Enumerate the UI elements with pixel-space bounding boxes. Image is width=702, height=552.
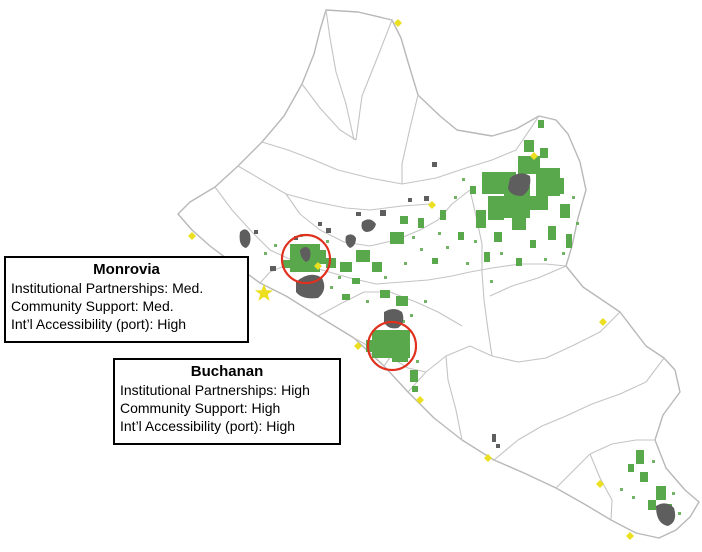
diamond-icon: [626, 532, 634, 540]
diamond-icon: [354, 342, 362, 350]
monrovia-title: Monrovia: [93, 261, 160, 278]
star-icon: [255, 284, 273, 301]
site-markers: [188, 19, 634, 540]
monrovia-community-support: Community Support: Med.: [11, 298, 174, 314]
diamond-icon: [314, 262, 322, 270]
diamond-icon: [188, 232, 196, 240]
buchanan-community-support: Community Support: High: [120, 400, 281, 416]
diamond-icon: [416, 396, 424, 404]
buchanan-highlight-circle: [366, 320, 418, 372]
buchanan-title: Buchanan: [190, 363, 264, 380]
diamond-icon: [530, 152, 538, 160]
buchanan-institutional-partnerships: Institutional Partnerships: High: [120, 382, 310, 398]
diamond-icon: [394, 19, 402, 27]
monrovia-callout: Monrovia Institutional Partnerships: Med…: [4, 256, 249, 343]
monrovia-institutional-partnerships: Institutional Partnerships: Med.: [11, 280, 204, 296]
country-outline: [177, 9, 700, 539]
diamond-icon: [428, 201, 436, 209]
monrovia-intl-accessibility: Int’l Accessibility (port): High: [11, 316, 187, 332]
buchanan-intl-accessibility: Int’l Accessibility (port): High: [120, 418, 296, 434]
diamond-icon: [599, 318, 607, 326]
buchanan-callout: Buchanan Institutional Partnerships: Hig…: [113, 358, 341, 445]
diamond-icon: [484, 454, 492, 462]
diamond-icon: [596, 480, 604, 488]
monrovia-highlight-circle: [280, 233, 332, 285]
